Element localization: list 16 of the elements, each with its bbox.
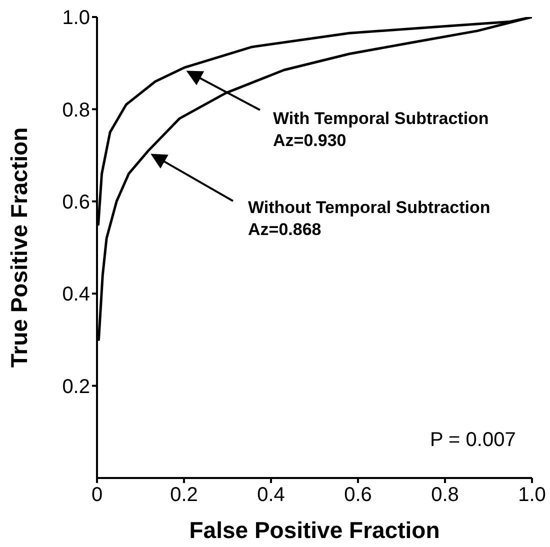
x-tick-label: 0.6	[344, 484, 372, 506]
y-axis-title: True Positive Fraction	[6, 127, 32, 368]
y-tick-label: 0.6	[62, 192, 90, 214]
x-axis-title: False Positive Fraction	[189, 517, 440, 543]
y-tick-label: 0.8	[62, 99, 90, 122]
annotation: Without Temporal Subtraction Az=0.868	[248, 197, 492, 241]
y-tick-label: 0.4	[62, 284, 90, 306]
annotation: With Temporal Subtraction Az=0.930	[273, 108, 490, 152]
x-tick-label: 1.0	[518, 484, 546, 506]
x-tick-label: 0	[91, 484, 103, 506]
x-tick-label: 0.2	[170, 484, 198, 506]
x-tick-label: 0.8	[431, 484, 459, 506]
annotation: P = 0.007	[430, 428, 516, 452]
x-tick-label: 0.4	[257, 484, 285, 506]
y-tick-label: 0.2	[62, 376, 90, 398]
y-tick-label: 1.0	[62, 7, 90, 30]
